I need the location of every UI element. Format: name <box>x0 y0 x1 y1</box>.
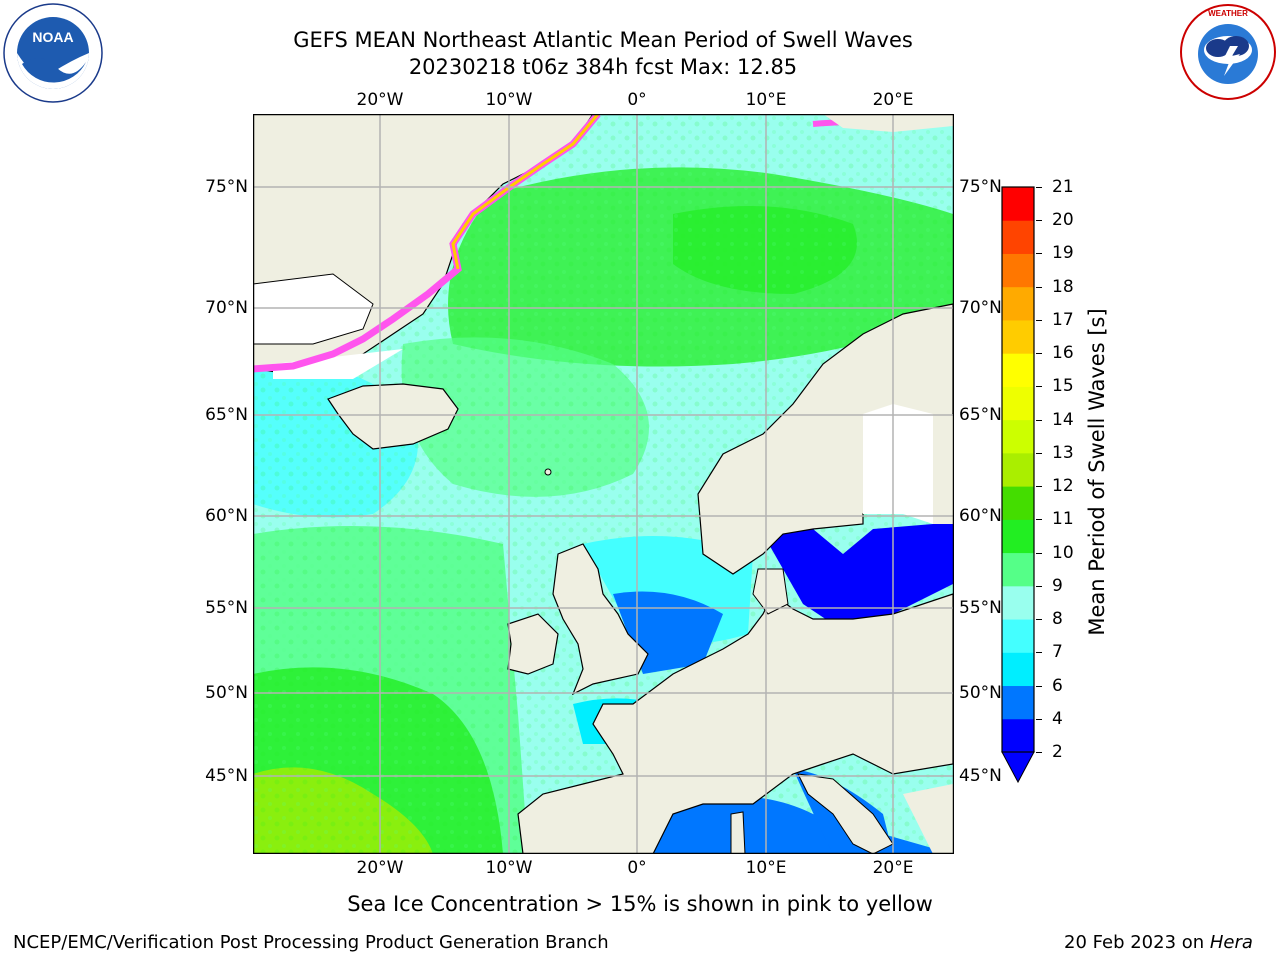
y-tick-right-45n: 45°N <box>959 766 1002 786</box>
colorbar-tick-mark <box>1036 652 1042 654</box>
colorbar-swatch <box>1002 386 1034 421</box>
colorbar-swatch <box>1002 286 1034 321</box>
colorbar-tick-label: 14 <box>1052 409 1074 430</box>
sea-ice-note: Sea Ice Concentration > 15% is shown in … <box>347 892 933 916</box>
x-tick-top-20w: 20°W <box>356 90 404 110</box>
colorbar-swatch <box>1002 619 1034 653</box>
x-tick-bottom-0: 0° <box>627 858 647 878</box>
colorbar-tick-mark <box>1036 552 1042 554</box>
footer-date-text: 20 Feb 2023 on <box>1064 932 1210 953</box>
colorbar-swatch <box>1002 187 1034 221</box>
y-tick-right-75n: 75°N <box>959 177 1002 197</box>
great-britain <box>552 543 649 696</box>
colorbar-tick-mark <box>1036 187 1042 188</box>
noaa-logo: NOAA <box>3 3 103 103</box>
colorbar-tick-mark <box>1036 253 1042 255</box>
colorbar-tick-mark <box>1036 718 1042 720</box>
colorbar-swatch <box>1002 652 1034 687</box>
colorbar-tick-label: 4 <box>1052 708 1063 729</box>
svg-text:WEATHER: WEATHER <box>1208 9 1248 18</box>
y-tick-left-75n: 75°N <box>205 177 248 197</box>
colorbar-tick-mark <box>1036 386 1042 388</box>
colorbar-swatch <box>1002 452 1034 487</box>
iceland <box>327 383 459 450</box>
colorbar-tick-mark <box>1036 419 1042 421</box>
y-tick-right-55n: 55°N <box>959 598 1002 618</box>
colorbar-tick-mark <box>1036 486 1042 488</box>
y-tick-right-65n: 65°N <box>959 405 1002 425</box>
colorbar-swatch <box>1002 253 1034 288</box>
colorbar-swatch <box>1002 353 1034 387</box>
x-tick-top-0: 0° <box>627 90 647 110</box>
colorbar-swatch <box>1002 486 1034 520</box>
y-tick-right-70n: 70°N <box>959 298 1002 318</box>
graticule <box>253 114 954 854</box>
colorbar-swatch <box>1002 519 1034 554</box>
chart-title: GEFS MEAN Northeast Atlantic Mean Period… <box>293 28 913 52</box>
colorbar-tick-label: 8 <box>1052 609 1063 630</box>
colorbar-tick-mark <box>1036 319 1042 321</box>
colorbar-tick-label: 19 <box>1052 243 1074 264</box>
colorbar-tick-mark <box>1036 452 1042 454</box>
y-tick-left-55n: 55°N <box>205 598 248 618</box>
colorbar-swatch <box>1002 552 1034 587</box>
x-tick-bottom-20w: 20°W <box>356 858 404 878</box>
footer-host: Hera <box>1209 932 1253 953</box>
colorbar-swatch <box>1002 419 1034 454</box>
ireland <box>507 613 559 675</box>
nws-logo: WEATHER <box>1180 4 1276 100</box>
colorbar-tick-mark <box>1036 220 1042 222</box>
chart-subtitle: 20230218 t06z 384h fcst Max: 12.85 <box>408 55 798 79</box>
y-tick-left-60n: 60°N <box>205 506 248 526</box>
colorbar-tick-label: 18 <box>1052 276 1074 297</box>
y-tick-right-60n: 60°N <box>959 506 1002 526</box>
colorbar-swatch <box>1002 585 1034 620</box>
colorbar-tick-label: 16 <box>1052 343 1074 364</box>
colorbar-tick-label: 17 <box>1052 309 1074 330</box>
colorbar-tick-label: 12 <box>1052 476 1074 497</box>
colorbar-tick-label: 13 <box>1052 442 1074 463</box>
colorbar-swatch <box>1002 718 1034 753</box>
y-tick-left-45n: 45°N <box>205 766 248 786</box>
colorbar-tick-label: 15 <box>1052 376 1074 397</box>
colorbar-swatch <box>1002 685 1034 720</box>
colorbar-tick-mark <box>1036 519 1042 521</box>
x-tick-bottom-20e: 20°E <box>872 858 914 878</box>
colorbar-tick-mark <box>1036 619 1042 621</box>
footer-date: 20 Feb 2023 on Hera <box>1064 932 1253 954</box>
colorbar-tick-label: 9 <box>1052 575 1063 596</box>
colorbar-title: Mean Period of Swell Waves [s] <box>1085 308 1109 636</box>
colorbar-tick-mark <box>1036 585 1042 587</box>
colorbar-tick-label: 2 <box>1052 742 1063 762</box>
noaa-logo-text: NOAA <box>32 29 73 45</box>
colorbar-tick-label: 11 <box>1052 509 1074 530</box>
y-tick-left-50n: 50°N <box>205 683 248 703</box>
x-tick-top-20e: 20°E <box>872 90 914 110</box>
colorbar-tick-label: 20 <box>1052 210 1074 231</box>
baltic-sea <box>763 524 953 624</box>
colorbar-swatch <box>1002 319 1034 354</box>
colorbar-tick-mark <box>1036 752 1042 753</box>
y-tick-left-70n: 70°N <box>205 298 248 318</box>
x-tick-top-10e: 10°E <box>745 90 787 110</box>
x-tick-bottom-10w: 10°W <box>485 858 533 878</box>
footer-credit: NCEP/EMC/Verification Post Processing Pr… <box>13 932 609 953</box>
y-tick-right-50n: 50°N <box>959 683 1002 703</box>
colorbar-tick-label: 7 <box>1052 642 1063 663</box>
colorbar <box>1001 186 1035 784</box>
colorbar-tick-label: 10 <box>1052 542 1074 563</box>
colorbar-tick-label: 21 <box>1052 177 1074 197</box>
colorbar-tick-mark <box>1036 685 1042 687</box>
map <box>253 114 954 854</box>
colorbar-tick-mark <box>1036 286 1042 288</box>
y-tick-left-65n: 65°N <box>205 405 248 425</box>
colorbar-swatch <box>1002 220 1034 254</box>
x-tick-top-10w: 10°W <box>485 90 533 110</box>
x-tick-bottom-10e: 10°E <box>745 858 787 878</box>
colorbar-tick-mark <box>1036 353 1042 355</box>
colorbar-tick-label: 6 <box>1052 675 1063 696</box>
